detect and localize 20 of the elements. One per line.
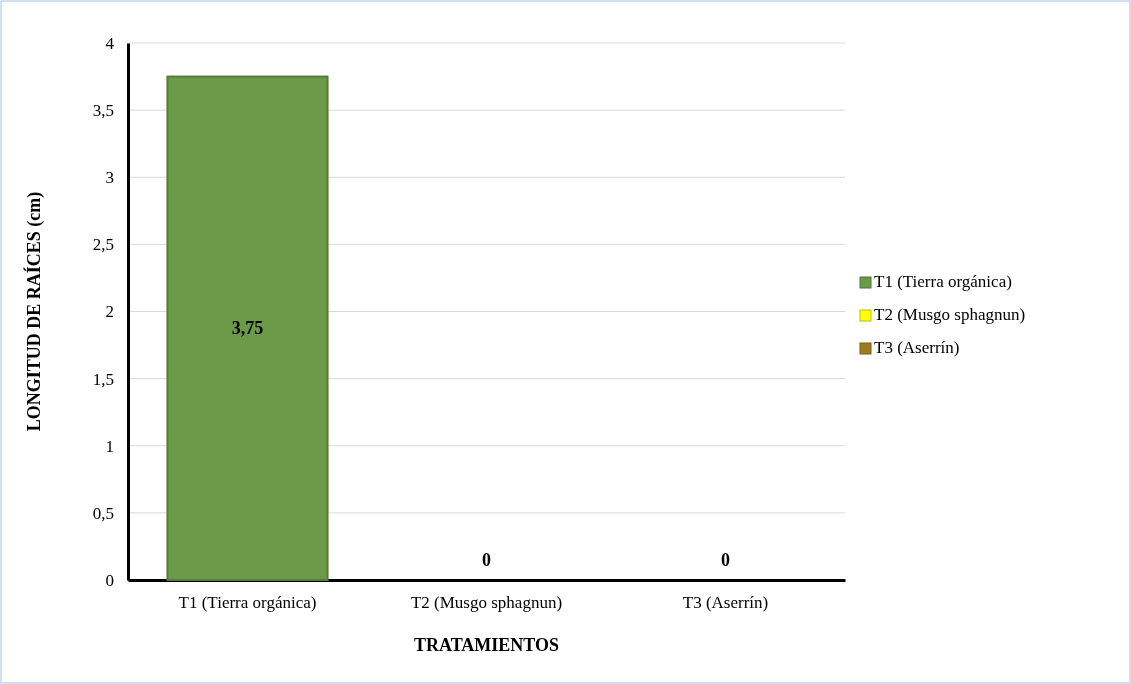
y-tick-label: 0 — [105, 570, 114, 590]
y-axis-title: LONGITUD DE RAÍCES (cm) — [23, 191, 45, 432]
legend-label: T3 (Aserrín) — [874, 338, 960, 357]
data-label: 0 — [721, 550, 730, 570]
y-tick-label: 2,5 — [92, 235, 114, 255]
y-tick-label: 1,5 — [92, 369, 114, 389]
x-axis-title: TRATAMIENTOS — [413, 635, 560, 655]
y-tick-label: 2 — [105, 302, 114, 322]
y-tick-label: 1 — [105, 436, 114, 456]
x-tick-label: T1 (Tierra orgánica) — [178, 593, 317, 613]
y-tick-label: 0,5 — [92, 503, 114, 523]
data-label: 0 — [482, 550, 491, 570]
x-tick-label: T2 (Musgo sphagnun) — [410, 593, 563, 613]
legend-label: T1 (Tierra orgánica) — [874, 272, 1012, 291]
y-tick-label: 4 — [105, 33, 115, 53]
data-label: 3,75 — [231, 318, 264, 339]
y-tick-label: 3,5 — [92, 101, 114, 121]
x-tick-label: T3 (Aserrín) — [682, 593, 769, 613]
y-tick-label: 3 — [105, 168, 114, 188]
legend-label: T2 (Musgo sphagnun) — [874, 305, 1026, 324]
